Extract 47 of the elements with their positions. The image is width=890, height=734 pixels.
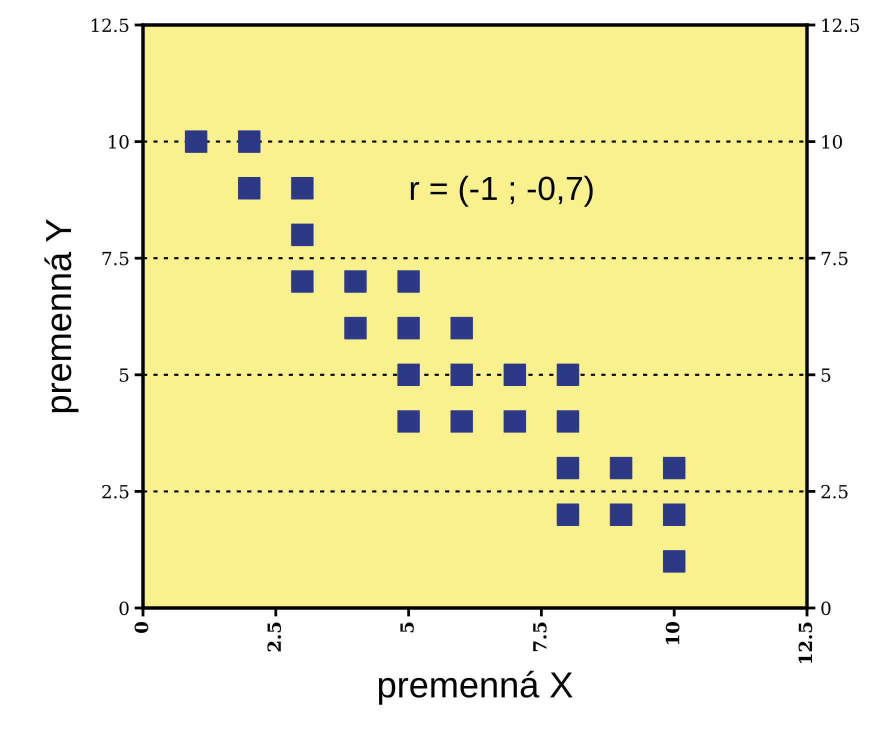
annotation: r = (-1 ; -0,7) (410, 176, 593, 207)
point (291, 177, 314, 200)
point (504, 410, 526, 433)
point (504, 364, 526, 386)
point (291, 224, 314, 246)
y2-tick-label: 12.5 (822, 18, 860, 32)
point (397, 364, 420, 386)
point (238, 130, 260, 153)
point (184, 130, 208, 153)
y-tick-label: 2.5 (102, 484, 128, 499)
y-tick-label: 12.5 (92, 18, 128, 32)
x-axis-title: premenná X (378, 670, 573, 705)
y2-tick-label: 5 (822, 368, 830, 382)
x-tick-label: 7.5 (533, 622, 547, 652)
point (662, 456, 686, 480)
y-tick-label: 10 (109, 135, 129, 149)
point (556, 364, 580, 386)
point (238, 177, 260, 200)
y-tick-label: 0 (120, 601, 129, 616)
y-axis-title: premenná Y (44, 219, 78, 412)
point (450, 316, 473, 340)
point (662, 550, 686, 573)
point (450, 410, 473, 433)
point (556, 456, 580, 480)
x-tick-label: 0 (134, 622, 148, 633)
y2-tick-label: 10 (822, 135, 842, 149)
point (662, 503, 686, 526)
x-tick-label: 2.5 (267, 622, 282, 652)
y2-tick-label: 7.5 (822, 252, 848, 266)
point (397, 316, 420, 340)
point (397, 410, 420, 433)
y-tick-label: 7.5 (102, 252, 128, 266)
y-tick-label: 5 (120, 368, 128, 382)
x-tick-label: 5 (400, 622, 414, 632)
y2-tick-label: 2.5 (821, 484, 848, 499)
point (344, 270, 367, 293)
point (397, 270, 420, 293)
y2-tick-label: 0 (821, 601, 830, 616)
point (450, 364, 473, 386)
point (556, 503, 580, 526)
point (344, 316, 367, 340)
point (291, 270, 314, 293)
x-tick-label: 10 (666, 622, 680, 644)
point (610, 456, 632, 480)
point (556, 410, 580, 433)
point (610, 503, 632, 526)
x-tick-label: 12.5 (798, 622, 812, 663)
